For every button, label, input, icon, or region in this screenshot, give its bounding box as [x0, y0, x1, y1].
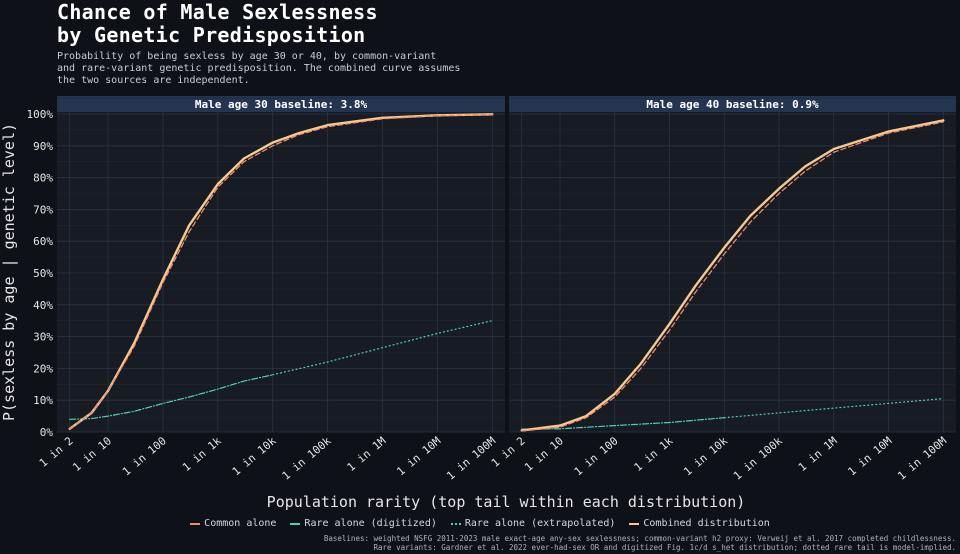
y-tick-label: 30%	[33, 331, 53, 344]
chart-title-line-2: by Genetic Predisposition	[57, 23, 366, 47]
footnote-line-1: Baselines: weighted NSFG 2011-2023 male …	[323, 534, 956, 543]
panel-title: Male age 40 baseline: 0.9%	[646, 98, 819, 111]
source-footnote: Baselines: weighted NSFG 2011-2023 male …	[324, 534, 956, 552]
legend-item-combined: Combined distribution	[629, 518, 770, 529]
panel-header	[509, 96, 956, 112]
y-tick-label: 50%	[33, 267, 53, 280]
y-tick-label: 70%	[33, 203, 53, 216]
series-line-rare-alone-digitized	[69, 374, 274, 420]
x-tick-label: 1 in 100	[572, 434, 621, 478]
series-line-combined-distribution	[520, 119, 945, 432]
legend-swatch-combined	[629, 522, 640, 525]
y-tick-label: 10%	[33, 394, 53, 407]
series-line-rare-alone-extrapolated	[272, 320, 493, 376]
y-tick-label: 90%	[33, 140, 53, 153]
subtitle-line-2: and rare-variant genetic predisposition.…	[57, 63, 461, 74]
chart-title: Chance of Male Sexlessness by Genetic Pr…	[57, 1, 378, 47]
y-tick-label: 40%	[33, 299, 53, 312]
y-axis-label: P(sexless by age | genetic level)	[0, 123, 18, 421]
panel-title: Male age 30 baseline: 3.8%	[195, 98, 368, 111]
x-tick-label: 1 in 1k	[632, 434, 676, 474]
legend-item-rare-digitized: Rare alone (digitized)	[290, 518, 437, 529]
x-tick-label: 1 in 10	[70, 434, 114, 474]
y-tick-label: 60%	[33, 235, 53, 248]
plot-area	[57, 112, 505, 432]
x-tick-label: 1 in 10	[522, 434, 566, 474]
panel-header	[57, 96, 505, 112]
subtitle-line-3: the two sources are independent.	[57, 75, 250, 86]
y-tick-label: 80%	[33, 172, 53, 185]
x-tick-label: 1 in 10M	[394, 434, 443, 478]
x-tick-label: 1 in 100k	[280, 434, 334, 483]
legend-label-combined: Combined distribution	[643, 518, 770, 529]
footnote-line-2: Rare variants: Gardner et al. 2022 ever-…	[373, 543, 956, 552]
legend-label-rare-digitized: Rare alone (digitized)	[304, 518, 437, 529]
panel-2: Male age 40 baseline: 0.9%1 in 21 in 10 1…	[489, 96, 956, 483]
chart-subtitle: Probability of being sexless by age 30 o…	[57, 51, 460, 87]
series-line-common-alone	[521, 121, 944, 432]
x-tick-label: 1 in 10M	[845, 434, 894, 478]
series-line-rare-alone-extrapolated	[723, 398, 944, 419]
x-tick-label: 1 in 1k	[180, 434, 224, 474]
x-tick-label: 1 in 10k	[230, 434, 279, 478]
x-tick-label: 1 in 1M	[796, 434, 840, 474]
chart-legend: Common alone Rare alone (digitized) Rare…	[0, 518, 960, 529]
legend-swatch-rare-digitized	[290, 522, 301, 525]
legend-swatch-common-alone	[190, 522, 201, 525]
subtitle-line-1: Probability of being sexless by age 30 o…	[57, 51, 437, 62]
legend-swatch-rare-extrapolated	[450, 522, 461, 525]
x-tick-label: 1 in 100k	[731, 434, 785, 483]
y-tick-label: 20%	[33, 362, 53, 375]
y-tick-label: 0%	[40, 426, 54, 439]
y-tick-label: 100%	[27, 108, 54, 121]
panel-1: Male age 30 baseline: 3.8% 0% 10% 20% 30% 40%…	[27, 96, 505, 483]
series-line-common-alone	[69, 113, 493, 430]
x-tick-label: 1 in 100M	[895, 434, 949, 483]
x-tick-label: 1 in 100	[120, 434, 169, 478]
legend-label-common-alone: Common alone	[204, 518, 277, 529]
x-axis-label: Population rarity (top tail within each …	[267, 493, 746, 511]
legend-item-common-alone: Common alone	[190, 518, 276, 529]
legend-label-rare-extrapolated: Rare alone (extrapolated)	[464, 518, 616, 529]
x-tick-label: 1 in 1M	[345, 434, 389, 474]
legend-item-rare-extrapolated: Rare alone (extrapolated)	[450, 518, 616, 529]
x-tick-label: 1 in 10k	[681, 434, 730, 478]
chart-title-line-1: Chance of Male Sexlessness	[57, 0, 378, 24]
plot-area	[509, 112, 956, 432]
